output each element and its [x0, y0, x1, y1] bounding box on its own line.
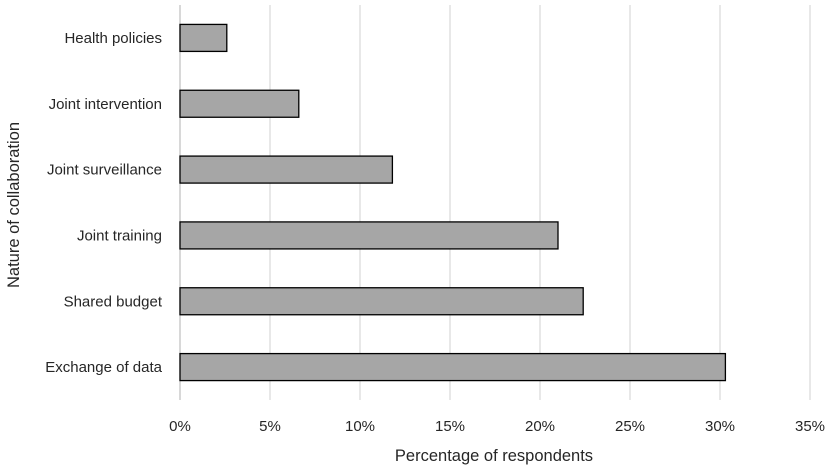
x-axis-title: Percentage of respondents — [395, 447, 593, 465]
bar — [179, 287, 584, 316]
x-tick-label: 20% — [525, 418, 555, 435]
bar — [179, 23, 228, 53]
x-tick-label: 5% — [259, 418, 281, 435]
x-tick-label: 35% — [795, 418, 825, 435]
bar — [179, 155, 394, 184]
category-label: Shared budget — [64, 293, 163, 310]
grid-lines — [179, 5, 811, 400]
x-tick-label: 30% — [705, 418, 735, 435]
category-label: Health policies — [64, 30, 162, 47]
x-tick-label: 0% — [169, 418, 191, 435]
category-label: Exchange of data — [45, 359, 162, 376]
x-tick-label: 25% — [615, 418, 645, 435]
category-label: Joint intervention — [49, 96, 162, 113]
x-tick-labels: 0% 5% 10% 15% 20% 25% 30% 35% — [169, 418, 825, 435]
x-tick-label: 10% — [345, 418, 375, 435]
bars — [179, 23, 727, 382]
y-axis-title: Nature of collaboration — [5, 122, 23, 288]
x-tick-label: 15% — [435, 418, 465, 435]
category-labels: Health policies Joint intervention Joint s… — [45, 30, 163, 376]
category-label: Joint surveillance — [47, 162, 162, 179]
bar — [179, 352, 727, 382]
bar — [179, 221, 559, 250]
bar — [179, 89, 300, 118]
category-label: Joint training — [77, 227, 162, 244]
